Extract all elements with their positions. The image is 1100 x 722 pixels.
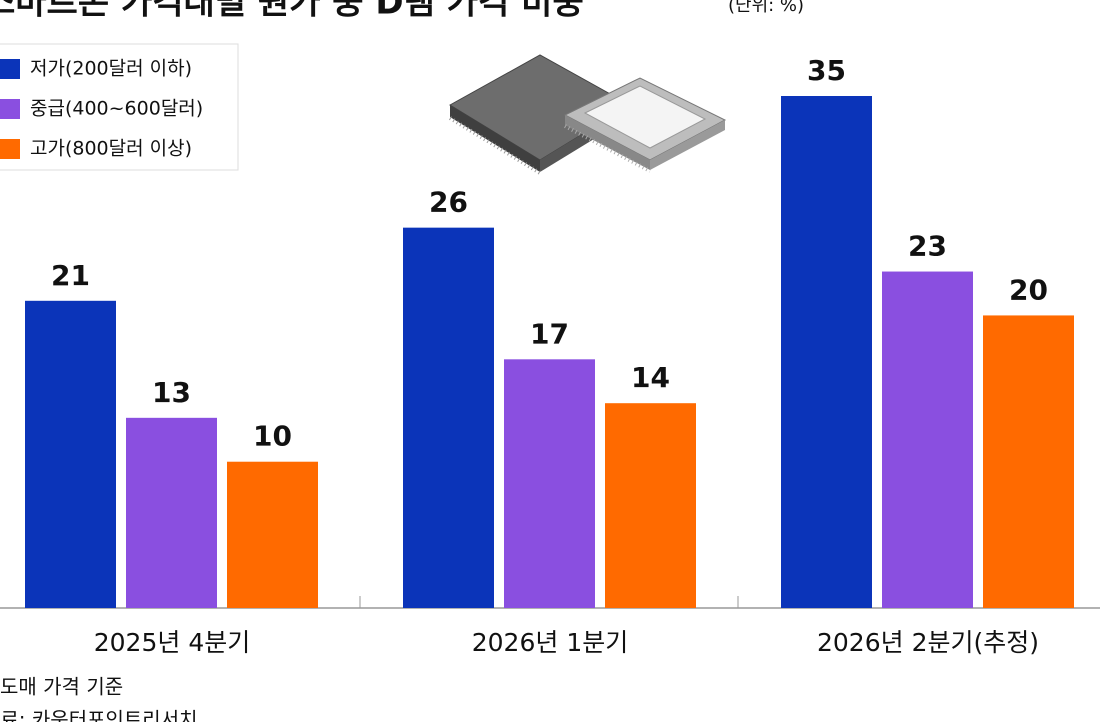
bar	[126, 417, 217, 608]
source: 자료: 카운터포인트리서치	[0, 708, 198, 722]
unit-label: (단위: %)	[728, 0, 804, 16]
legend-label: 저가(200달러 이하)	[30, 58, 192, 80]
chip-illustration	[448, 54, 727, 175]
legend-swatch	[0, 139, 20, 159]
value-label: 23	[908, 230, 947, 263]
chart-title: 스마트폰 가격대별 원가 중 D램 가격 비중	[0, 0, 584, 23]
x-tick-label: 2026년 1분기	[472, 628, 628, 657]
legend-swatch	[0, 99, 20, 119]
bar	[882, 271, 973, 608]
value-label: 17	[530, 317, 569, 350]
x-tick-label: 2026년 2분기(추정)	[817, 628, 1039, 657]
note: 도매 가격 기준	[0, 675, 123, 699]
legend-box	[0, 43, 239, 171]
value-label: 21	[51, 259, 90, 292]
value-label: 10	[253, 420, 292, 453]
bar	[504, 359, 595, 608]
bar	[605, 403, 696, 608]
value-label: 26	[429, 186, 468, 219]
legend-swatch	[0, 59, 20, 79]
bar	[403, 227, 494, 608]
bar	[25, 300, 116, 608]
bar	[781, 96, 872, 608]
x-tick-label: 2025년 4분기	[94, 628, 250, 657]
value-label: 13	[152, 376, 191, 409]
value-label: 20	[1009, 273, 1048, 306]
bar	[983, 315, 1074, 608]
value-label: 35	[807, 54, 846, 87]
legend-label: 중급(400~600달러)	[30, 98, 203, 120]
legend-label: 고가(800달러 이상)	[30, 138, 192, 160]
bar	[227, 461, 318, 608]
value-label: 14	[631, 361, 670, 394]
